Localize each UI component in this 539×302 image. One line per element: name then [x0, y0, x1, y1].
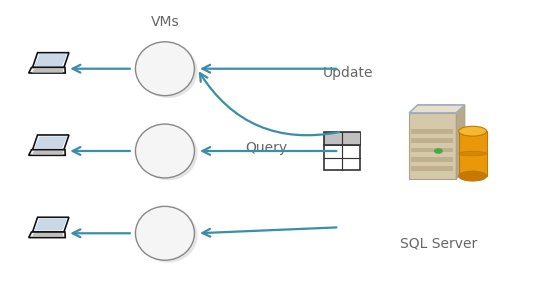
Ellipse shape: [135, 124, 195, 178]
Ellipse shape: [135, 206, 195, 260]
FancyBboxPatch shape: [411, 157, 453, 162]
FancyBboxPatch shape: [411, 139, 453, 143]
Polygon shape: [34, 219, 67, 230]
Ellipse shape: [139, 127, 198, 180]
Text: Query: Query: [245, 141, 287, 155]
FancyBboxPatch shape: [411, 148, 453, 152]
Polygon shape: [29, 150, 65, 155]
Ellipse shape: [459, 171, 487, 181]
Ellipse shape: [139, 209, 198, 263]
FancyBboxPatch shape: [411, 166, 453, 171]
FancyBboxPatch shape: [409, 113, 457, 179]
Circle shape: [434, 149, 442, 153]
Polygon shape: [34, 137, 67, 148]
Polygon shape: [32, 135, 69, 150]
Polygon shape: [32, 217, 69, 232]
Ellipse shape: [139, 44, 198, 98]
Text: Update: Update: [323, 66, 374, 80]
Polygon shape: [29, 232, 65, 238]
Polygon shape: [34, 54, 67, 66]
Polygon shape: [32, 53, 69, 67]
Polygon shape: [457, 105, 465, 179]
Text: SQL Server: SQL Server: [400, 237, 477, 251]
FancyBboxPatch shape: [411, 129, 453, 134]
Ellipse shape: [459, 126, 487, 136]
Text: VMs: VMs: [150, 15, 179, 29]
FancyBboxPatch shape: [323, 132, 360, 145]
Polygon shape: [29, 67, 65, 73]
FancyBboxPatch shape: [459, 131, 487, 176]
FancyBboxPatch shape: [323, 132, 360, 170]
Polygon shape: [409, 105, 465, 113]
Ellipse shape: [459, 151, 487, 156]
Ellipse shape: [135, 42, 195, 96]
